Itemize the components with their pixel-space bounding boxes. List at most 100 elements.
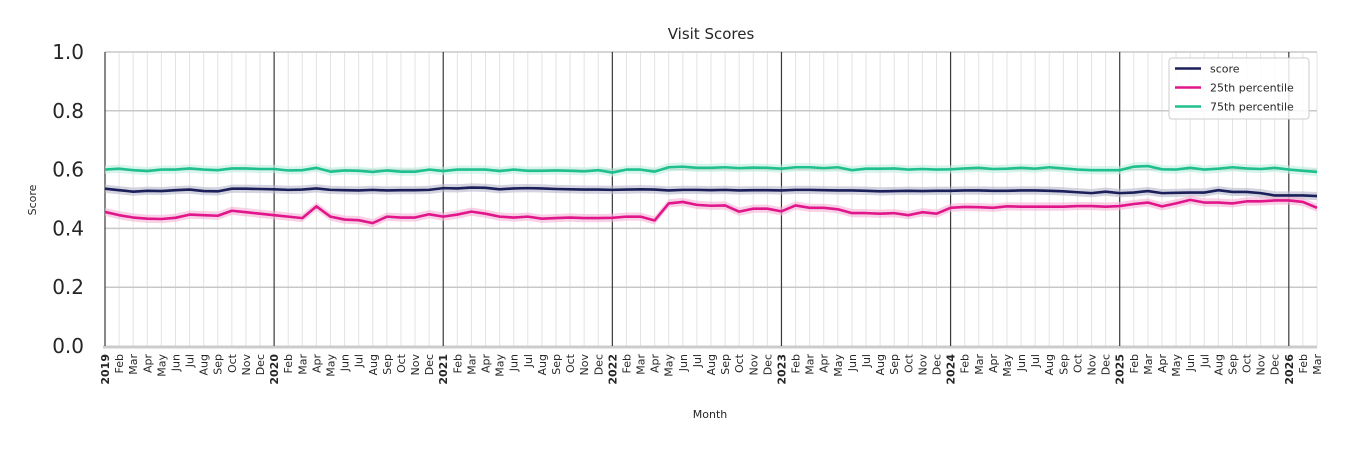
line-25th-percentile <box>104 198 1318 225</box>
band-75th-percentile <box>105 161 1317 177</box>
x-tick-year: 2021 <box>437 354 450 385</box>
x-tick-year: 2025 <box>1114 354 1127 385</box>
x-tick-month: Feb <box>282 354 295 373</box>
legend-label-75th: 75th percentile <box>1210 101 1294 114</box>
y-tick-label: 0.6 <box>52 158 84 182</box>
x-tick-month: Apr <box>480 354 493 374</box>
x-tick-month: Dec <box>1100 354 1113 375</box>
x-tick-month: Jun <box>1015 354 1028 372</box>
x-tick-month: Dec <box>1269 354 1282 375</box>
chart-title: Visit Scores <box>668 25 755 43</box>
line-score <box>104 186 1318 198</box>
series-lines <box>104 164 1318 225</box>
x-tick-month: Jul <box>1029 354 1042 368</box>
x-tick-month: Jul <box>1198 354 1211 368</box>
legend-label-25th: 25th percentile <box>1210 82 1294 95</box>
x-tick-month: Oct <box>902 353 915 373</box>
y-tick-label: 0.8 <box>52 99 84 123</box>
x-tick-year: 2020 <box>268 354 281 385</box>
x-tick-month: Dec <box>592 354 605 375</box>
chart-legend: score 25th percentile 75th percentile <box>1168 57 1310 120</box>
x-tick-month: Jul <box>691 354 704 368</box>
confidence-bands <box>105 161 1317 228</box>
legend-label-score: score <box>1210 63 1240 76</box>
x-tick-month: Oct <box>564 353 577 373</box>
x-tick-month: Jun <box>1184 354 1197 372</box>
x-tick-month: Jul <box>184 354 197 368</box>
x-tick-month: Sep <box>212 354 225 375</box>
x-tick-month: Sep <box>888 354 901 375</box>
x-tick-month: Aug <box>705 354 718 375</box>
x-tick-month: Nov <box>409 354 422 376</box>
x-tick-month: May <box>155 354 168 377</box>
minor-gridlines <box>118 52 1318 346</box>
x-tick-month: Feb <box>959 354 972 373</box>
x-tick-month: Nov <box>916 354 929 376</box>
x-tick-month: May <box>832 354 845 377</box>
x-tick-month: Feb <box>790 354 803 373</box>
x-tick-month: Apr <box>1156 354 1169 374</box>
x-tick-month: Nov <box>1086 354 1099 376</box>
x-tick-month: Mar <box>127 354 140 375</box>
y-tick-label: 1.0 <box>52 40 84 64</box>
x-tick-month: Apr <box>649 354 662 374</box>
x-axis-ticks: 2019 Feb Mar Apr May Jun Jul Aug Sep Oct Nov Dec 202… <box>99 353 1324 384</box>
line-75th-percentile <box>104 164 1318 174</box>
x-tick-month: Sep <box>1057 354 1070 375</box>
x-tick-month: Feb <box>1297 354 1310 373</box>
y-axis-ticks: 0.0 0.2 0.4 0.6 0.8 1.0 <box>52 40 84 358</box>
x-tick-year: 2023 <box>775 354 788 385</box>
x-axis-label: Month <box>693 408 728 421</box>
x-tick-month: Aug <box>367 354 380 375</box>
x-tick-month: Aug <box>536 354 549 375</box>
x-tick-month: Jun <box>339 354 352 372</box>
x-tick-month: Mar <box>973 354 986 375</box>
x-tick-month: Jul <box>522 354 535 368</box>
x-tick-month: Nov <box>1255 354 1268 376</box>
x-tick-month: Dec <box>423 354 436 375</box>
x-tick-month: Nov <box>578 354 591 376</box>
x-tick-month: Oct <box>733 353 746 373</box>
x-tick-month: Jul <box>860 354 873 368</box>
x-tick-year: 2022 <box>606 354 619 385</box>
band-25th-percentile <box>105 195 1317 228</box>
y-tick-label: 0.2 <box>52 275 84 299</box>
x-tick-month: Feb <box>451 354 464 373</box>
y-tick-label: 0.0 <box>52 334 84 358</box>
x-tick-month: Oct <box>226 353 239 373</box>
x-tick-month: Dec <box>254 354 267 375</box>
x-tick-month: Sep <box>1226 354 1239 375</box>
x-tick-month: Oct <box>1241 353 1254 373</box>
x-tick-month: Mar <box>635 354 648 375</box>
x-tick-month: Apr <box>818 354 831 374</box>
x-tick-month: Oct <box>395 353 408 373</box>
x-tick-month: Nov <box>240 354 253 376</box>
x-tick-month: Sep <box>719 354 732 375</box>
x-tick-month: Mar <box>804 354 817 375</box>
x-tick-year: 2024 <box>945 354 958 385</box>
x-tick-month: Jun <box>508 354 521 372</box>
x-tick-month: Feb <box>1128 354 1141 373</box>
x-tick-month: Nov <box>747 354 760 376</box>
x-tick-month: May <box>1170 354 1183 377</box>
x-tick-month: May <box>494 354 507 377</box>
x-tick-month: Aug <box>1212 354 1225 375</box>
x-tick-month: Aug <box>198 354 211 375</box>
x-tick-month: Jun <box>677 354 690 372</box>
x-tick-month: Feb <box>113 354 126 373</box>
x-tick-month: Mar <box>296 354 309 375</box>
x-tick-month: May <box>1001 354 1014 377</box>
major-gridlines <box>103 51 1317 349</box>
x-tick-month: Jun <box>846 354 859 372</box>
x-tick-month: Oct <box>1071 353 1084 373</box>
band-score <box>105 183 1317 201</box>
x-tick-month: Mar <box>1142 354 1155 375</box>
x-tick-month: May <box>663 354 676 377</box>
x-tick-month: Aug <box>1043 354 1056 375</box>
x-tick-year: 2019 <box>99 354 112 385</box>
x-tick-month: Sep <box>381 354 394 375</box>
x-tick-month: Feb <box>620 354 633 373</box>
x-tick-month: Apr <box>987 354 1000 374</box>
y-tick-label: 0.4 <box>52 216 84 240</box>
